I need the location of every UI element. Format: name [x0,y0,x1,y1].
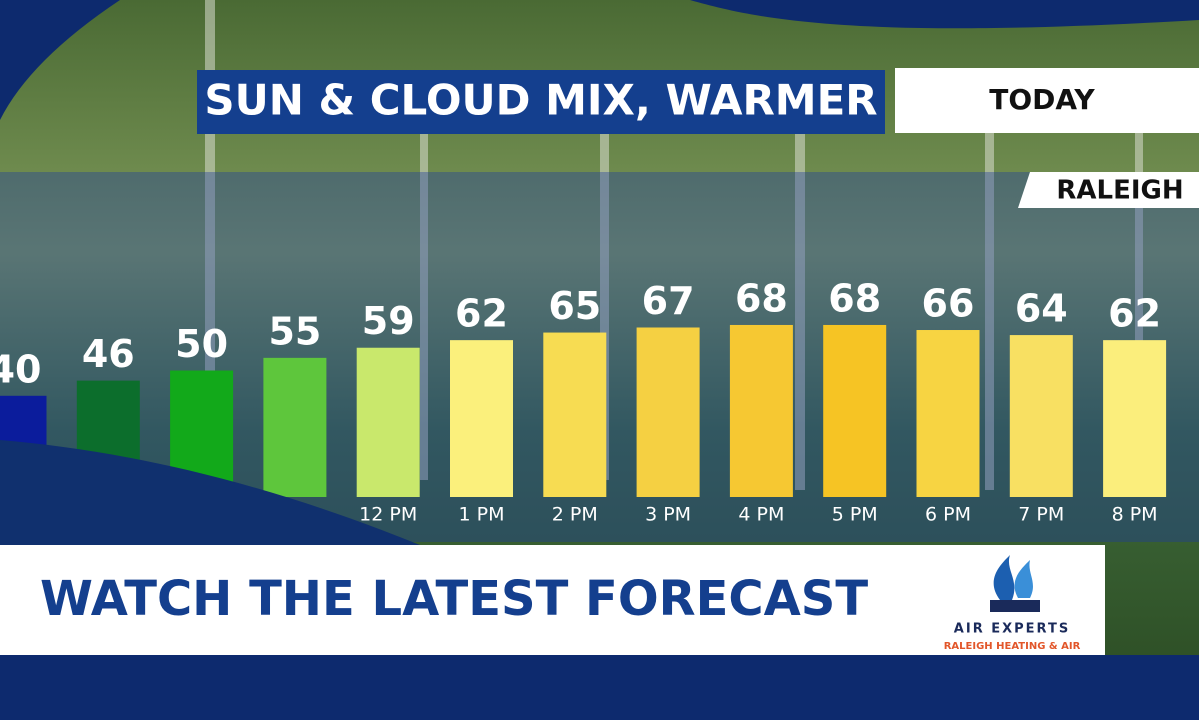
value-label: 55 [268,309,321,353]
sponsor-tagline: RALEIGH HEATING & AIR [944,641,1081,652]
location-tab [1018,172,1199,208]
bar [450,340,513,497]
bar [729,324,793,497]
title-box [197,70,885,134]
value-label: 68 [828,276,881,320]
x-tick-label: 12 PM [359,504,417,526]
banner[interactable] [0,545,1105,655]
banner-text[interactable]: WATCH THE LATEST FORECAST [40,571,868,627]
value-label: 64 [1015,287,1068,331]
x-tick-label: 8 PM [1112,504,1158,526]
value-label: 65 [548,284,601,328]
bar [543,332,607,497]
value-label: 40 [0,347,41,391]
x-tick-label: 2 PM [552,504,598,526]
bar [1009,335,1073,497]
value-label: 46 [82,332,135,376]
tree-trunks [205,0,1143,490]
x-tick-label: 1 PM [459,504,505,526]
value-label: 68 [735,276,788,320]
value-label: 62 [455,292,508,336]
top-frame [0,0,1199,29]
x-tick-label: 4 PM [738,504,784,526]
left-swoosh [0,440,420,545]
bar [1103,340,1167,497]
chart-title: SUN & CLOUD MIX, WARMER [204,76,877,125]
value-label: 50 [175,322,228,366]
x-tick-label: 3 PM [645,504,691,526]
sponsor-logo [990,555,1040,612]
bottom-frame [0,655,1199,720]
left-frame [0,0,120,120]
sponsor-name: AIR EXPERTS [954,622,1070,637]
bar [356,347,420,497]
value-label: 59 [362,299,415,343]
value-label: 62 [1108,292,1161,336]
period-label: TODAY [989,83,1095,116]
value-label: 66 [922,282,975,326]
bar [263,357,327,497]
location-label: RALEIGH [1056,176,1183,206]
x-tick-label: 7 PM [1018,504,1064,526]
value-label: 67 [642,279,695,323]
x-tick-label: 6 PM [925,504,971,526]
x-tick-label: 5 PM [832,504,878,526]
bar [823,324,887,497]
bar [916,330,980,497]
period-box [895,68,1199,133]
bar [636,327,700,497]
